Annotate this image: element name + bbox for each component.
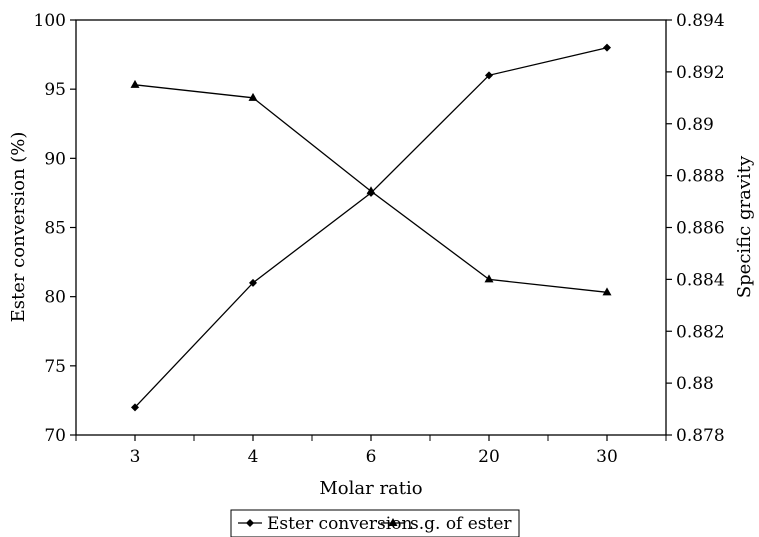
left-y-tick-label: 80 [44,288,66,308]
data-point-s-g-of-ester [602,287,612,296]
left-y-tick-label: 85 [44,219,66,239]
left-y-tick-label: 95 [44,80,66,100]
right-y-tick-label: 0.89 [676,115,714,135]
series-line-ester-conversion [134,47,608,408]
plot-area-frame [75,19,667,436]
data-point-ester-conversion [249,278,257,287]
x-axis-ticks: 3 4 6 20 30 [75,435,667,467]
legend-label-sg-of-ester: s.g. of ester [410,514,512,534]
right-y-tick-label: 0.886 [676,219,725,239]
data-point-ester-conversion [485,71,493,80]
left-y-axis-ticks: 70 75 80 85 90 95 100 [34,11,76,446]
legend-diamond-marker [246,519,254,527]
axes [75,19,667,436]
legend-label-ester-conversion: Ester conversion [267,514,412,534]
right-y-axis-title: Specific gravity [734,155,755,298]
left-y-tick-label: 70 [44,426,66,446]
x-tick-label: 20 [478,447,500,467]
data-point-ester-conversion [131,403,139,412]
right-y-tick-label: 0.884 [676,270,725,290]
legend-box [230,509,520,537]
left-y-tick-label: 100 [34,11,66,31]
right-y-tick-label: 0.882 [676,322,725,342]
data-point-s-g-of-ester [130,79,140,88]
left-y-tick-label: 90 [44,149,66,169]
right-y-tick-label: 0.878 [676,426,725,446]
x-tick-label: 4 [248,447,259,467]
data-point-s-g-of-ester [484,274,494,283]
right-y-tick-label: 0.892 [676,63,725,83]
x-tick-label: 6 [366,447,377,467]
data-point-ester-conversion [603,43,611,52]
data-point-s-g-of-ester [366,186,376,195]
series-layer [130,43,612,412]
data-point-s-g-of-ester [248,92,258,101]
right-y-tick-label: 0.88 [676,374,714,394]
right-y-tick-label: 0.894 [676,11,725,31]
x-axis-title: Molar ratio [319,478,422,499]
legend-triangle-marker [388,518,398,526]
right-y-tick-label: 0.888 [676,167,725,187]
x-tick-label: 30 [596,447,618,467]
x-tick-label: 3 [130,447,141,467]
left-y-tick-label: 75 [44,357,66,377]
legend: Ester conversion s.g. of ester [230,509,520,537]
left-y-axis-title: Ester conversion (%) [8,132,29,323]
right-y-axis-ticks: 0.878 0.88 0.882 0.884 0.886 0.888 0.89 0.892 0.… [666,11,725,446]
